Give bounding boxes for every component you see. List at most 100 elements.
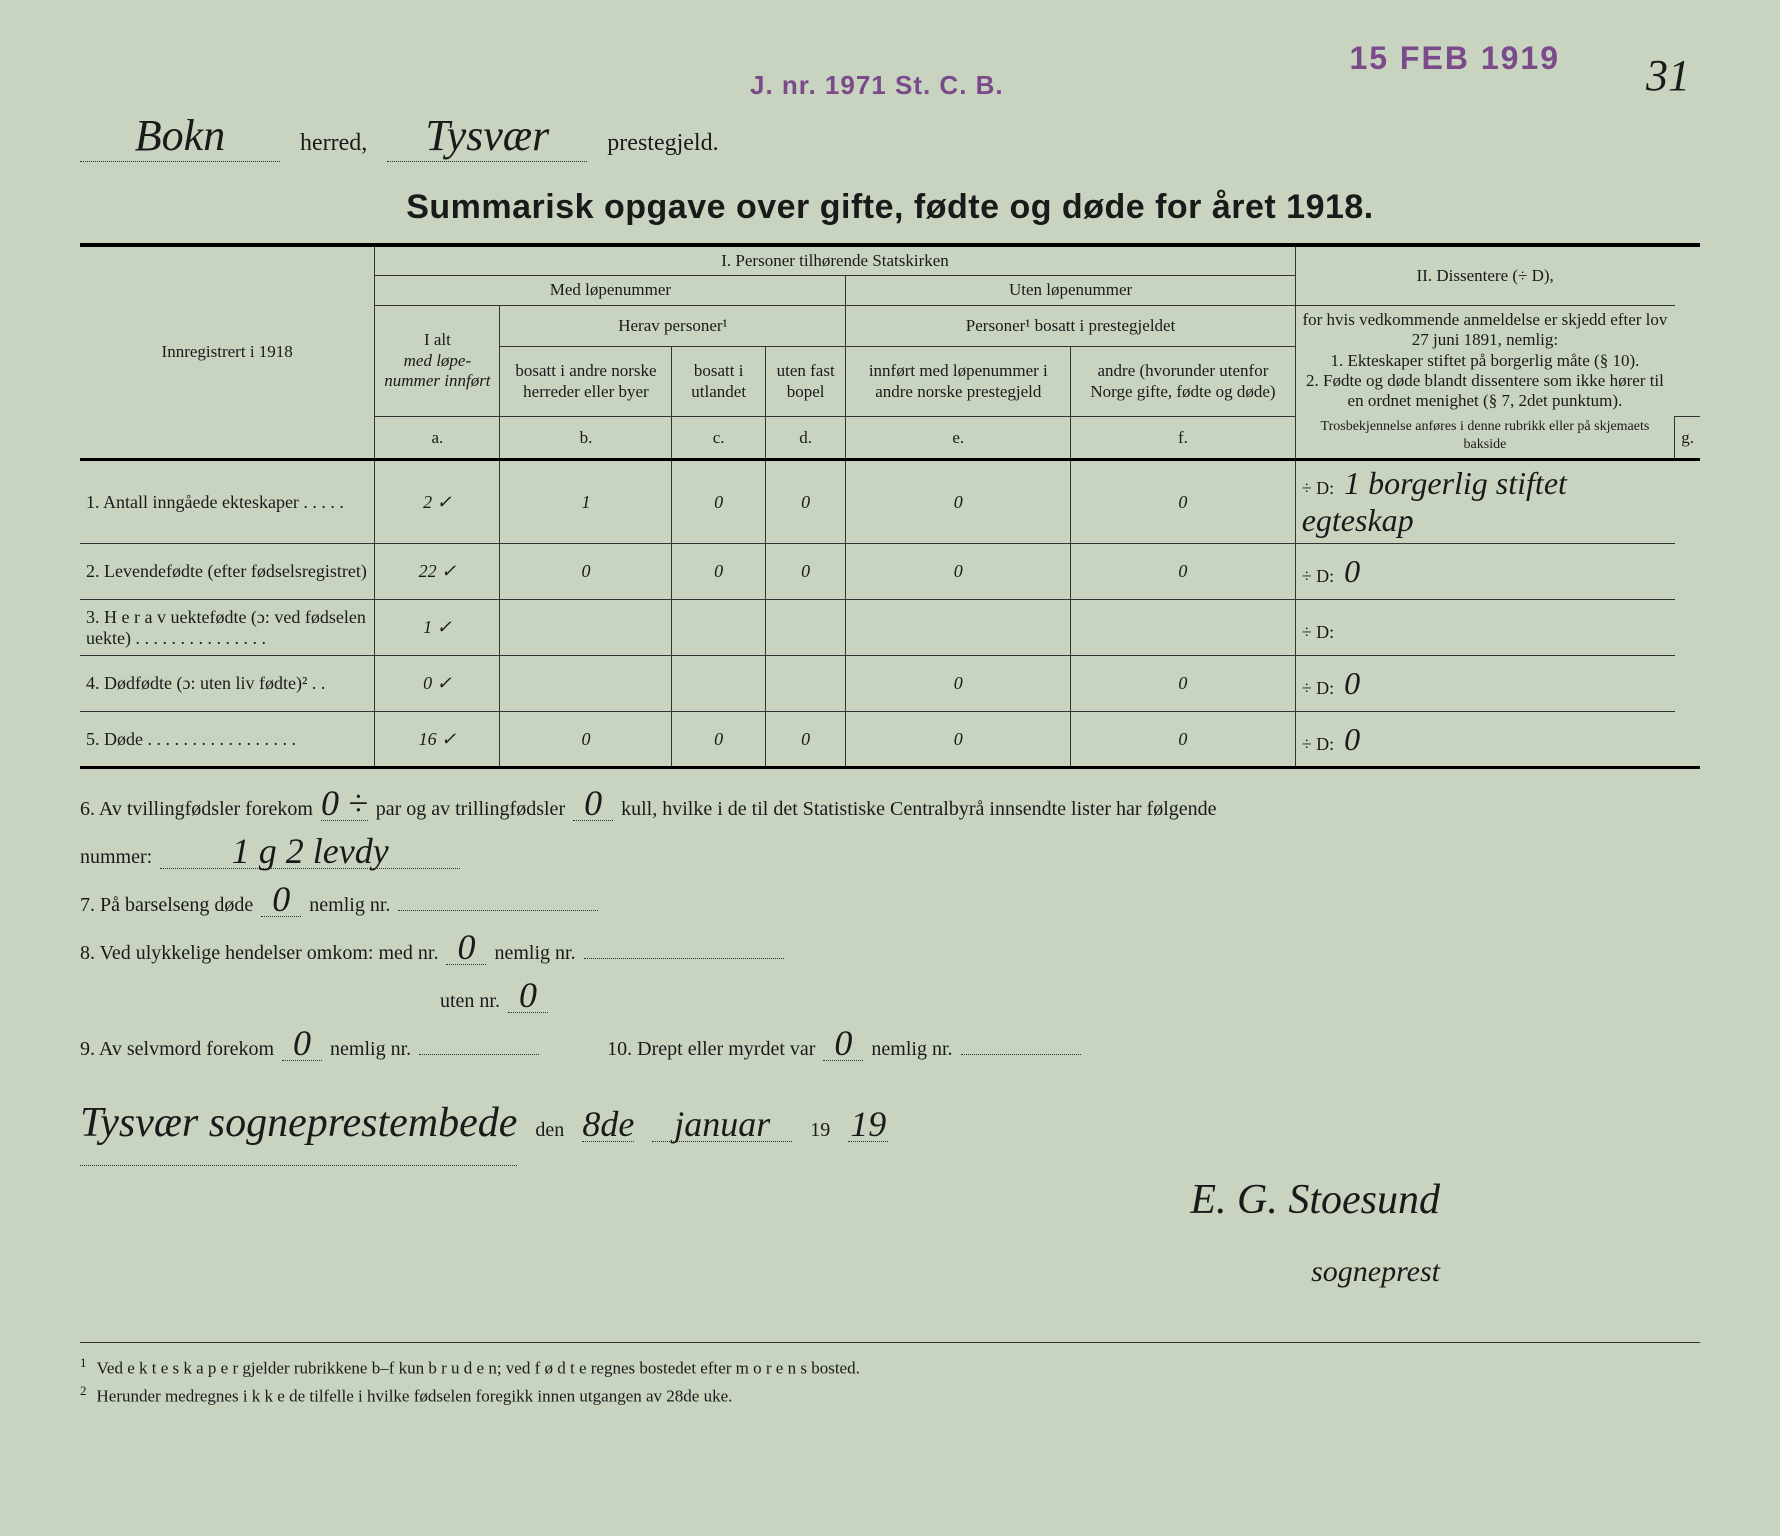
signature-month: januar <box>652 1108 792 1141</box>
cell-diss: ÷ D: <box>1295 600 1674 656</box>
row-label: 5. Døde . . . . . . . . . . . . . . . . … <box>80 712 375 768</box>
cell-c <box>672 656 765 712</box>
diss-value: 0 <box>1344 721 1360 757</box>
line6-twin-value: 0 ÷ <box>321 787 368 820</box>
diss-prefix: ÷ D: <box>1302 566 1334 586</box>
line-6: 6. Av tvillingfødsler forekom 0 ÷ par og… <box>80 787 1700 829</box>
line8-text-b: nemlig nr. <box>494 933 575 973</box>
line9-value: 0 <box>282 1027 322 1060</box>
signature-name-block: E. G. Stoesund sogneprest <box>80 1158 1700 1302</box>
table-row: 3. H e r a v uektefødte (ɔ: ved fødselen… <box>80 600 1700 656</box>
cell-a: 0 ✓ <box>375 656 500 712</box>
line6-trip-value: 0 <box>573 787 613 820</box>
th-col-e: innført med løpenummer i andre norske pr… <box>846 347 1071 417</box>
line-7: 7. På barselseng døde 0 nemlig nr. <box>80 883 1700 925</box>
row-label: 2. Levendefødte (efter fødselsregistret) <box>80 544 375 600</box>
line6-text-c: kull, hvilke i de til det Statistiske Ce… <box>621 789 1216 829</box>
th-i-alt: I alt med løpe-nummer innført <box>375 305 500 417</box>
diss-intro: for hvis vedkommende anmeldelse er skjed… <box>1302 310 1667 349</box>
cell-b: 1 <box>500 460 672 544</box>
diss-item2: 2. Fødte og døde blandt dissentere som i… <box>1306 371 1664 410</box>
stamp-journal: J. nr. 1971 St. C. B. <box>750 70 1004 101</box>
line6-text-b: par og av trillingfødsler <box>376 789 565 829</box>
cell-e: 0 <box>846 712 1071 768</box>
line10-text-b: nemlig nr. <box>871 1029 952 1069</box>
prestegjeld-value: Tysvær <box>387 110 587 162</box>
cell-d: 0 <box>765 712 846 768</box>
col-letter-g: g. <box>1675 417 1700 460</box>
cell-b: 0 <box>500 712 672 768</box>
i-alt-label: I alt <box>424 330 451 349</box>
diss-value: 1 borgerlig stiftet egteskap <box>1302 465 1567 538</box>
diss-item1: 1. Ekteskaper stiftet på borgerlig måte … <box>1330 351 1639 370</box>
line8-text-c: uten nr. <box>440 981 500 1021</box>
table-row: 2. Levendefødte (efter fødselsregistret)… <box>80 544 1700 600</box>
line-9-10: 9. Av selvmord forekom 0 nemlig nr. 10. … <box>80 1027 1700 1069</box>
main-table: Innregistrert i 1918 I. Personer tilhøre… <box>80 243 1700 769</box>
line8-uten-value: 0 <box>508 979 548 1012</box>
line6-text-d: nummer: <box>80 837 152 877</box>
col-letter-d: d. <box>765 417 846 460</box>
herred-value: Bokn <box>80 110 280 162</box>
row-label: 4. Dødfødte (ɔ: uten liv fødte)² . . <box>80 656 375 712</box>
th-section2: II. Dissentere (÷ D), <box>1295 245 1674 305</box>
cell-diss: ÷ D:1 borgerlig stiftet egteskap <box>1295 460 1674 544</box>
line10-value: 0 <box>823 1027 863 1060</box>
signature-title: sogneprest <box>80 1242 1440 1302</box>
cell-c: 0 <box>672 460 765 544</box>
stamp-date: 15 FEB 1919 <box>1349 40 1560 77</box>
col-letter-a: a. <box>375 417 500 460</box>
footnote-1-text: Ved e k t e s k a p e r gjelder rubrikke… <box>97 1359 860 1378</box>
th-herav: Herav personer¹ <box>500 305 846 346</box>
row-label: 3. H e r a v uektefødte (ɔ: ved fødselen… <box>80 600 375 656</box>
th-col-c: bosatt i utlandet <box>672 347 765 417</box>
line8-nr <box>584 958 784 959</box>
line7-text-a: 7. På barselseng døde <box>80 885 253 925</box>
med-lope-label: med løpe-nummer innført <box>384 351 490 390</box>
line10-nr <box>961 1054 1081 1055</box>
th-section1: I. Personer tilhørende Statskirken <box>375 245 1295 276</box>
table-row: 4. Dødfødte (ɔ: uten liv fødte)² . . 0 ✓… <box>80 656 1700 712</box>
signature-year-suffix: 19 <box>848 1108 888 1141</box>
cell-a: 1 ✓ <box>375 600 500 656</box>
cell-c: 0 <box>672 712 765 768</box>
cell-f: 0 <box>1071 656 1296 712</box>
diss-prefix: ÷ D: <box>1302 678 1334 698</box>
cell-diss: ÷ D: 0 <box>1295 656 1674 712</box>
diss-note: Trosbekjennelse anføres i denne rubrikk … <box>1302 418 1668 454</box>
footnotes: 1Ved e k t e s k a p e r gjelder rubrikk… <box>80 1342 1700 1409</box>
line-6-cont: nummer: 1 g 2 levdy <box>80 835 1700 877</box>
line-8: 8. Ved ulykkelige hendelser omkom: med n… <box>80 931 1700 973</box>
th-med-lopenummer: Med løpenummer <box>375 276 846 305</box>
th-col-f: andre (hvorunder utenfor Norge gifte, fø… <box>1071 347 1296 417</box>
cell-d <box>765 656 846 712</box>
diss-value: 0 <box>1344 665 1360 701</box>
signature-line: Tysvær sogneprestembede den 8de januar 1… <box>80 1081 1700 1166</box>
cell-b <box>500 656 672 712</box>
diss-value: 0 <box>1344 553 1360 589</box>
signature-year-prefix: 19 <box>810 1110 830 1150</box>
diss-prefix: ÷ D: <box>1302 478 1334 498</box>
row-label: 1. Antall inngåede ekteskaper . . . . . <box>80 460 375 544</box>
cell-e: 0 <box>846 656 1071 712</box>
cell-e <box>846 600 1071 656</box>
line6-text-a: 6. Av tvillingfødsler forekom <box>80 789 313 829</box>
cell-d <box>765 600 846 656</box>
cell-b <box>500 600 672 656</box>
signature-den: den <box>535 1110 564 1150</box>
footnote-2: 2Herunder medregnes i k k e de tilfelle … <box>80 1381 1700 1409</box>
col-letter-e: e. <box>846 417 1071 460</box>
line7-text-b: nemlig nr. <box>309 885 390 925</box>
th-personer-bosatt: Personer¹ bosatt i prestegjeldet <box>846 305 1295 346</box>
table-body: 1. Antall inngåede ekteskaper . . . . . … <box>80 460 1700 768</box>
page-number: 31 <box>1646 50 1690 101</box>
cell-f: 0 <box>1071 460 1296 544</box>
signature-place: Tysvær sogneprestembede <box>80 1081 517 1166</box>
cell-d: 0 <box>765 544 846 600</box>
cell-diss: ÷ D: 0 <box>1295 544 1674 600</box>
page-title: Summarisk opgave over gifte, fødte og dø… <box>80 188 1700 227</box>
cell-f <box>1071 600 1296 656</box>
col-letter-c: c. <box>672 417 765 460</box>
th-col-b: bosatt i andre norske herreder eller bye… <box>500 347 672 417</box>
signature-name: E. G. Stoesund <box>80 1158 1440 1242</box>
